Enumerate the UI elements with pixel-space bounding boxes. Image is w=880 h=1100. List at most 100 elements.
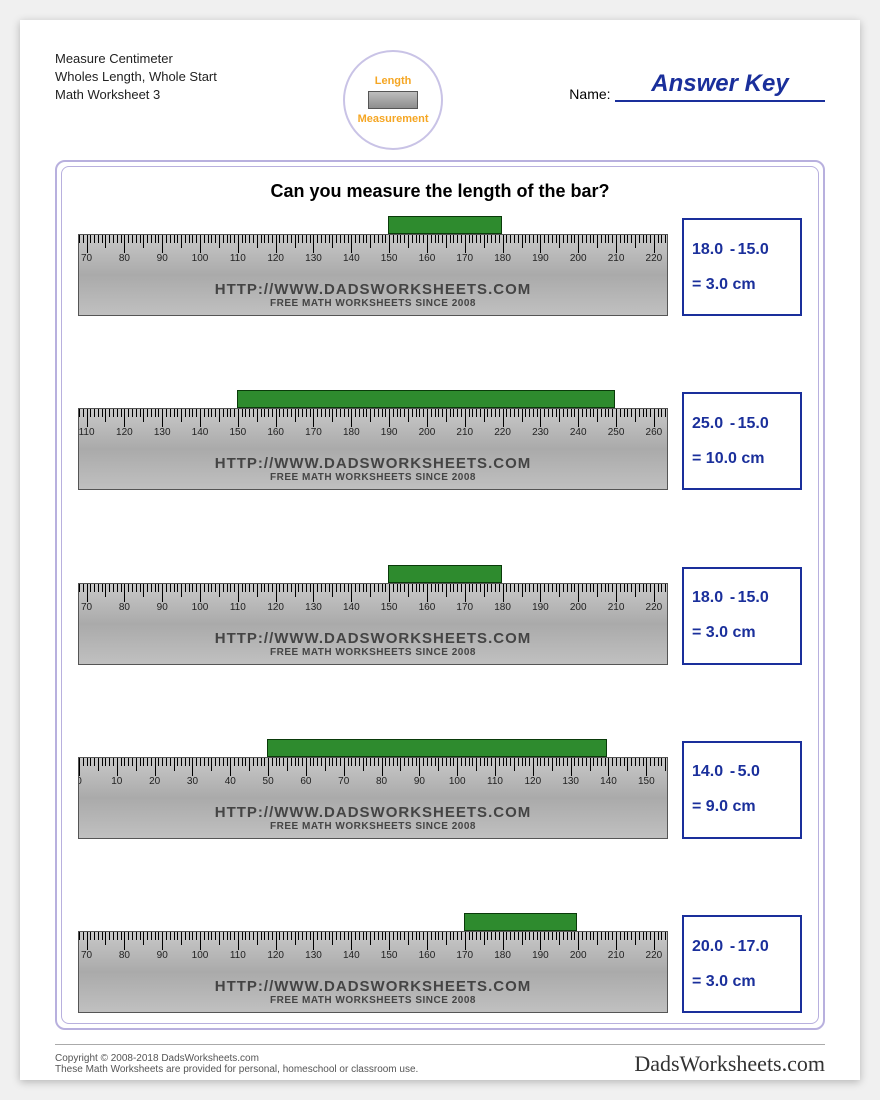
tick-label: 220 <box>646 253 663 264</box>
tick-label: 110 <box>230 602 246 613</box>
tick-label: 170 <box>456 950 473 961</box>
title-line-1: Measure Centimeter <box>55 50 217 68</box>
ruler-area: 7080901001101201301401501601701801902002… <box>78 913 668 1013</box>
tick-label: 260 <box>646 427 663 438</box>
measure-bar <box>237 390 615 408</box>
ruler-area: 0102030405060708090100110120130140150HTT… <box>78 739 668 839</box>
badge: Length Measurement <box>343 50 443 150</box>
tick-label: 70 <box>81 602 92 613</box>
tick-label: 100 <box>192 253 209 264</box>
tick-label: 150 <box>381 253 398 264</box>
tick-label: 200 <box>570 950 587 961</box>
tick-label: 70 <box>338 776 349 787</box>
answer-box: 20.0 -17.0= 3.0 cm <box>682 915 802 1013</box>
answer-result: = 3.0 cm <box>692 276 792 294</box>
tick-label: 110 <box>230 950 246 961</box>
tick-label: 120 <box>267 602 284 613</box>
answer-subtraction: 25.0 -15.0 <box>692 415 792 433</box>
tick-label: 140 <box>343 950 360 961</box>
ruler: 0102030405060708090100110120130140150HTT… <box>78 757 668 839</box>
tick-label: 200 <box>570 602 587 613</box>
tick-label: 150 <box>230 427 247 438</box>
tick-label: 40 <box>225 776 236 787</box>
tick-label: 10 <box>111 776 122 787</box>
measure-bar <box>388 216 501 234</box>
problem-row: 0102030405060708090100110120130140150HTT… <box>78 739 802 839</box>
ruler-area: 7080901001101201301401501601701801902002… <box>78 216 668 316</box>
tick-label: 100 <box>449 776 466 787</box>
title-line-2: Wholes Length, Whole Start <box>55 68 217 86</box>
tick-label: 210 <box>456 427 473 438</box>
tick-label: 90 <box>414 776 425 787</box>
answer-result: = 3.0 cm <box>692 624 792 642</box>
tick-label: 130 <box>305 602 322 613</box>
answer-subtraction: 18.0 -15.0 <box>692 589 792 607</box>
tick-label: 210 <box>608 950 625 961</box>
tick-label: 140 <box>343 253 360 264</box>
tick-label: 120 <box>267 950 284 961</box>
ruler-area: 7080901001101201301401501601701801902002… <box>78 565 668 665</box>
problem-row: 7080901001101201301401501601701801902002… <box>78 913 802 1013</box>
tick-label: 160 <box>419 602 436 613</box>
tick-label: 80 <box>376 776 387 787</box>
tick-label: 100 <box>192 602 209 613</box>
ruler-watermark: HTTP://WWW.DADSWORKSHEETS.COMFREE MATH W… <box>79 455 667 483</box>
tick-label: 220 <box>646 602 663 613</box>
tick-label: 170 <box>456 602 473 613</box>
answer-box: 18.0 -15.0= 3.0 cm <box>682 218 802 316</box>
tick-label: 130 <box>562 776 579 787</box>
footer: Copyright © 2008-2018 DadsWorksheets.com… <box>55 1044 825 1077</box>
ruler: 1101201301401501601701801902002102202302… <box>78 408 668 490</box>
tick-label: 100 <box>192 950 209 961</box>
problem-row: 7080901001101201301401501601701801902002… <box>78 216 802 316</box>
tick-label: 80 <box>119 602 130 613</box>
tick-label: 60 <box>300 776 311 787</box>
tick-label: 160 <box>419 253 436 264</box>
measure-bar <box>267 739 607 757</box>
tick-label: 180 <box>494 950 511 961</box>
tick-label: 170 <box>456 253 473 264</box>
tick-label: 160 <box>267 427 284 438</box>
tick-label: 130 <box>305 253 322 264</box>
tick-label: 150 <box>381 950 398 961</box>
tick-label: 220 <box>646 950 663 961</box>
title-line-3: Math Worksheet 3 <box>55 86 217 104</box>
tick-label: 180 <box>343 427 360 438</box>
tick-label: 120 <box>116 427 133 438</box>
title-block: Measure Centimeter Wholes Length, Whole … <box>55 50 217 105</box>
ruler: 7080901001101201301401501601701801902002… <box>78 931 668 1013</box>
tick-label: 140 <box>343 602 360 613</box>
ruler-area: 1101201301401501601701801902002102202302… <box>78 390 668 490</box>
tick-label: 90 <box>157 602 168 613</box>
answer-result: = 3.0 cm <box>692 973 792 991</box>
ruler-watermark: HTTP://WWW.DADSWORKSHEETS.COMFREE MATH W… <box>79 630 667 658</box>
tick-label: 110 <box>487 776 503 787</box>
tick-label: 210 <box>608 253 625 264</box>
name-block: Name: Answer Key <box>569 50 825 102</box>
tick-label: 150 <box>381 602 398 613</box>
tick-label: 180 <box>494 602 511 613</box>
tick-label: 190 <box>532 253 549 264</box>
tick-label: 140 <box>192 427 209 438</box>
answer-box: 25.0 -15.0 = 10.0 cm <box>682 392 802 490</box>
tick-label: 150 <box>638 776 655 787</box>
tick-label: 110 <box>230 253 246 264</box>
badge-top-text: Length <box>375 75 412 87</box>
tick-label: 0 <box>78 776 82 787</box>
answer-result: = 10.0 cm <box>692 450 792 468</box>
worksheet-page: Measure Centimeter Wholes Length, Whole … <box>20 20 860 1080</box>
name-value: Answer Key <box>615 70 825 102</box>
problem-row: 1101201301401501601701801902002102202302… <box>78 390 802 490</box>
tick-label: 30 <box>187 776 198 787</box>
tick-label: 70 <box>81 253 92 264</box>
ruler-watermark: HTTP://WWW.DADSWORKSHEETS.COMFREE MATH W… <box>79 281 667 309</box>
tick-label: 200 <box>419 427 436 438</box>
footer-note: These Math Worksheets are provided for p… <box>55 1064 418 1075</box>
ruler-watermark: HTTP://WWW.DADSWORKSHEETS.COMFREE MATH W… <box>79 804 667 832</box>
tick-label: 80 <box>119 253 130 264</box>
tick-label: 220 <box>494 427 511 438</box>
tick-label: 250 <box>608 427 625 438</box>
tick-label: 140 <box>600 776 617 787</box>
tick-label: 120 <box>525 776 542 787</box>
tick-label: 170 <box>305 427 322 438</box>
